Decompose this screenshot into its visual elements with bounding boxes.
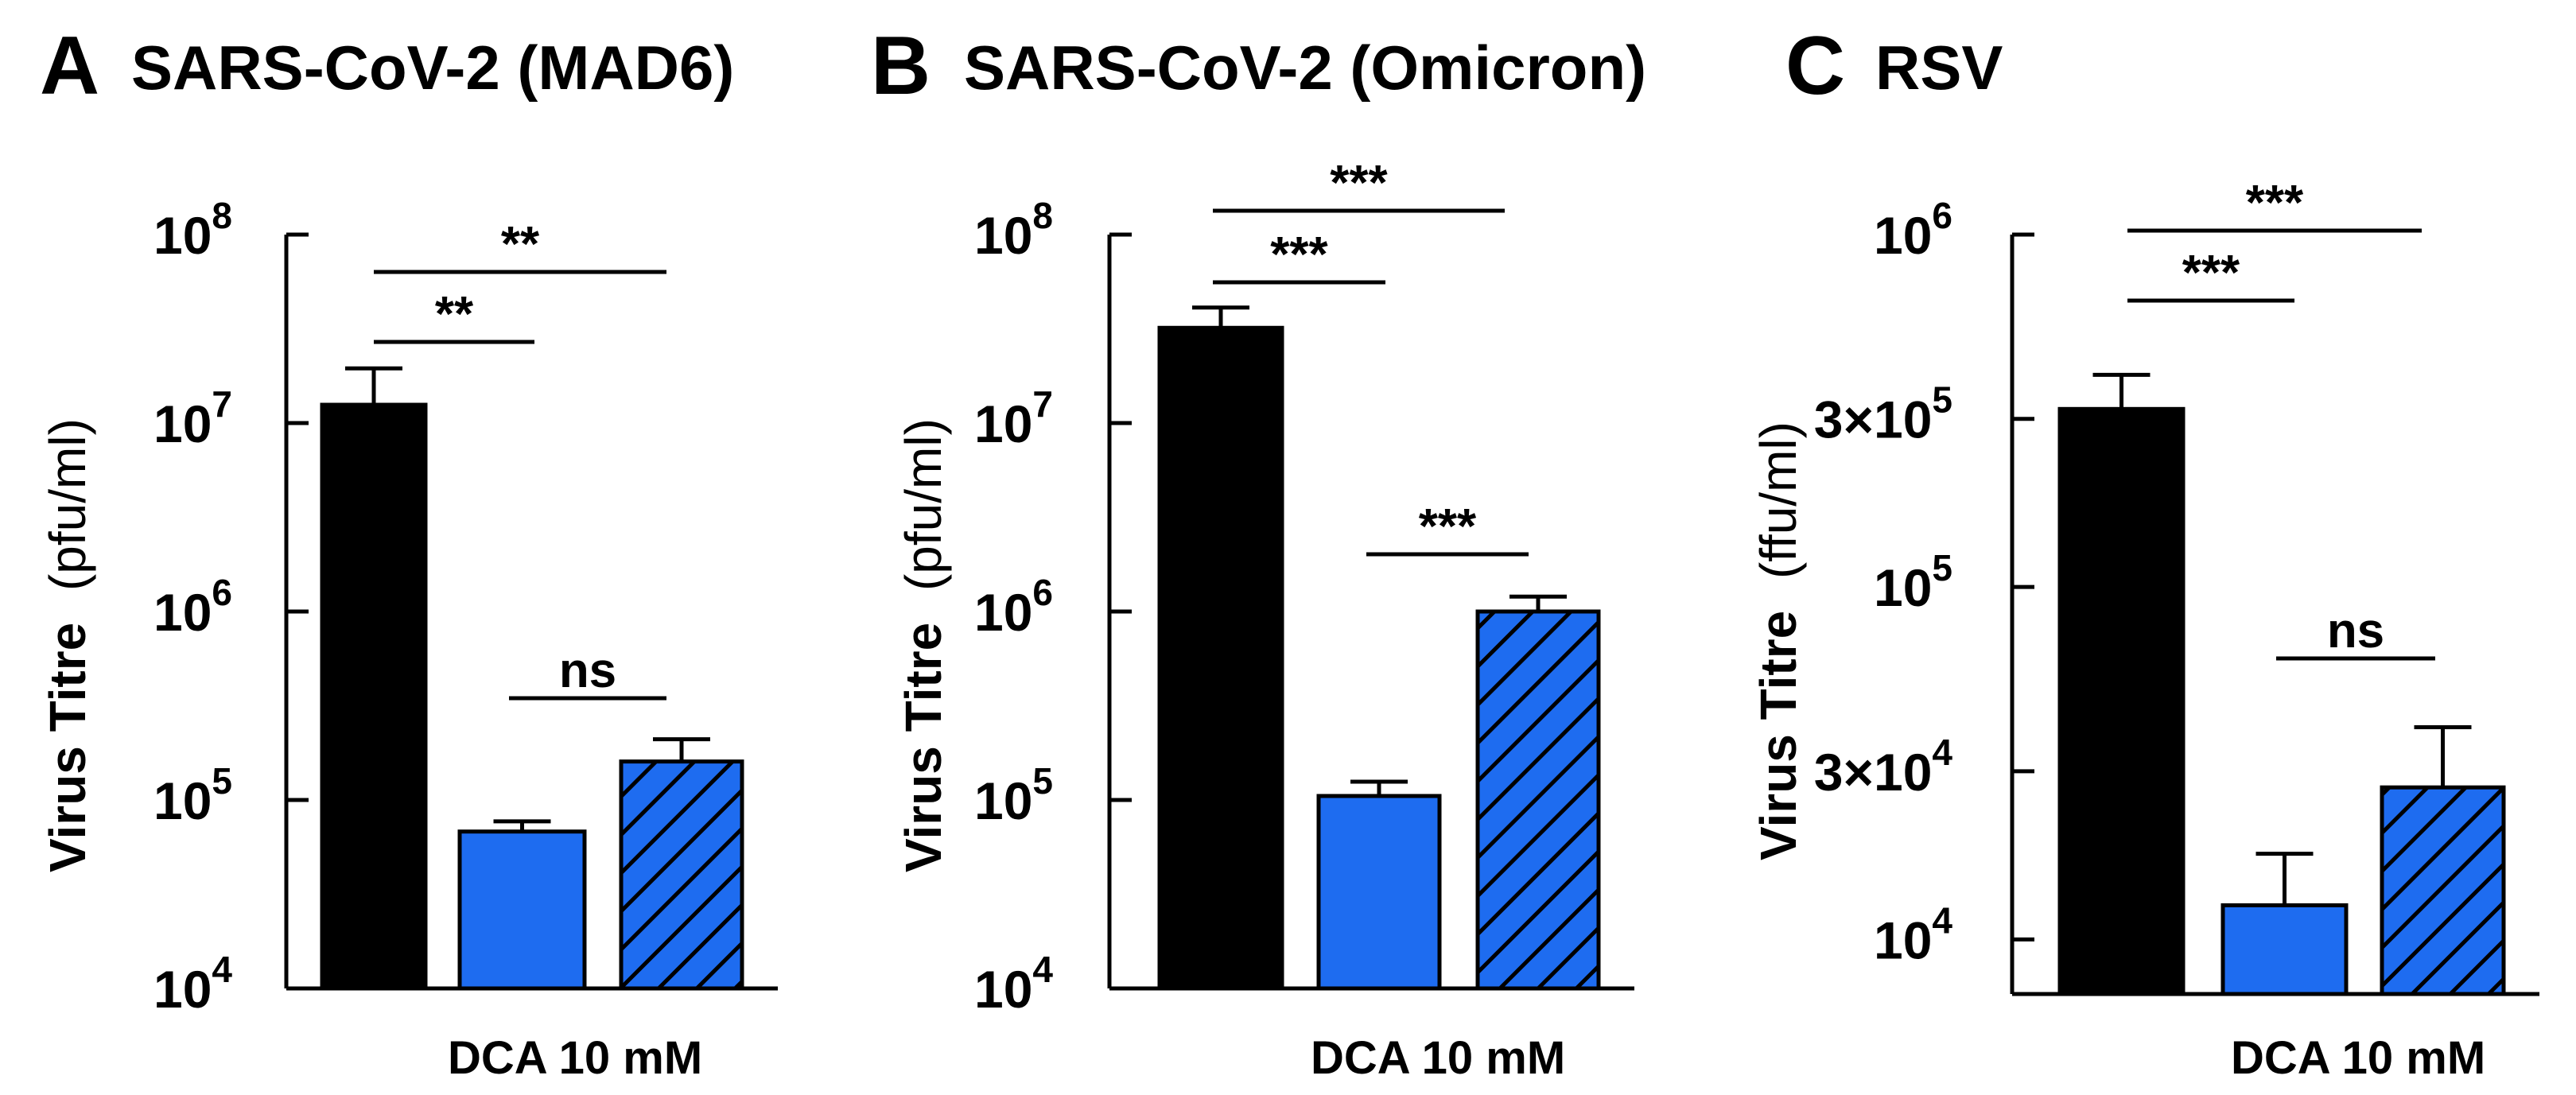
panel-a-y-tick-label: 104 <box>153 949 232 1019</box>
panel-c-y-tick-base: 10 <box>1874 558 1932 617</box>
panel-b-xlabel: DCA 10 mM <box>1311 1032 1565 1084</box>
panel-a-ylabel: Virus Titre (pfu/ml) <box>39 418 96 872</box>
panel-b-ylabel-main: Virus Titre <box>895 623 952 872</box>
panel-c-ylabel: Virus Titre (ffu/ml) <box>1750 421 1807 860</box>
panel-b-y-tick-label: 108 <box>974 195 1053 265</box>
panel-b-y-tick-label: 107 <box>974 383 1053 453</box>
panel-b-ylabel-unit: (pfu/ml) <box>895 418 952 591</box>
panel-b-letter: B <box>871 20 931 112</box>
panel-c-sig-label-3: ns <box>2327 604 2384 658</box>
panel-b-y-tick-exp: 8 <box>1032 195 1053 236</box>
panel-a-xlabel: DCA 10 mM <box>448 1032 702 1084</box>
panel-a-y-tick-base: 10 <box>153 960 212 1019</box>
panel-c-title: RSV <box>1875 33 2003 103</box>
panel-a-sig-label-3: ns <box>559 643 616 698</box>
panel-b-sig-label-1: *** <box>1270 227 1328 282</box>
panel-b-bar-3 <box>1475 609 1601 991</box>
panel-c-y-tick-exp: 6 <box>1932 195 1952 236</box>
panel-c-y-tick-label: 104 <box>1874 899 1952 969</box>
panel-a-sig-label-2: ** <box>501 217 540 272</box>
panel-c-y-tick-base: 3×10 <box>1814 743 1933 802</box>
panel-a-y-tick-exp: 7 <box>212 383 232 425</box>
panel-a-y-tick-base: 10 <box>153 771 212 830</box>
panel-b-y-tick-exp: 5 <box>1032 760 1053 802</box>
panel-c-xlabel: DCA 10 mM <box>2231 1032 2485 1084</box>
panel-a-y-tick-exp: 4 <box>212 949 232 990</box>
panel-b-bar-2 <box>1316 794 1442 991</box>
panel-a: A SARS-CoV-2 (MAD6) Virus Titre (pfu/ml)… <box>39 20 734 1084</box>
panel-a-y-tick-label: 106 <box>153 572 232 642</box>
panel-b-y-tick-base: 10 <box>974 583 1032 642</box>
panel-b-y-tick-base: 10 <box>974 394 1032 453</box>
panel-c-y-tick-label: 3×104 <box>1814 732 1953 802</box>
panel-b-ylabel: Virus Titre (pfu/ml) <box>895 418 952 872</box>
panel-a-y-tick-exp: 5 <box>212 760 232 802</box>
panel-a-y-tick-base: 10 <box>153 583 212 642</box>
panel-c-bar-1 <box>2057 406 2186 996</box>
panel-b-y-tick-exp: 4 <box>1032 949 1053 990</box>
panel-c-y-tick-base: 3×10 <box>1814 390 1933 449</box>
panel-a-sig-label-1: ** <box>435 287 474 342</box>
panel-c-y-tick-label: 3×105 <box>1814 379 1952 449</box>
panel-a-y-tick-label: 108 <box>153 195 232 265</box>
panel-b-y-tick-base: 10 <box>974 960 1032 1019</box>
panel-c-y-tick-base: 10 <box>1874 911 1932 969</box>
panel-a-y-tick-base: 10 <box>153 206 212 265</box>
panel-b-y-tick-label: 106 <box>974 572 1053 642</box>
chart-marks: 104105106107108****ns104105106107108****… <box>153 156 2539 1019</box>
panel-b-title: SARS-CoV-2 (Omicron) <box>964 33 1646 103</box>
panel-a-bar-3 <box>619 759 744 991</box>
panel-b-bar-1 <box>1157 325 1284 991</box>
panel-c-y-tick-exp: 4 <box>1932 899 1952 941</box>
panel-a-ylabel-main: Virus Titre <box>39 623 96 872</box>
panel-c-sig-label-2: *** <box>2246 176 2304 231</box>
panel-a-y-tick-base: 10 <box>153 394 212 453</box>
panel-b-y-tick-label: 104 <box>974 949 1053 1019</box>
panel-a-bar-2 <box>457 829 587 991</box>
panel-b-y-tick-exp: 7 <box>1032 383 1053 425</box>
panel-c-letter: C <box>1785 20 1845 112</box>
panel-b-y-tick-exp: 6 <box>1032 572 1053 613</box>
panel-c-y-tick-label: 106 <box>1874 195 1952 265</box>
panel-c-y-tick-exp: 5 <box>1932 547 1952 588</box>
panel-a-bar-1 <box>320 402 428 991</box>
panel-c: C RSV Virus Titre (ffu/ml) DCA 10 mM <box>1750 20 2485 1084</box>
panel-a-ylabel-unit: (pfu/ml) <box>39 418 96 591</box>
panel-a-y-tick-label: 107 <box>153 383 232 453</box>
panel-c-ylabel-main: Virus Titre <box>1750 611 1807 860</box>
panel-a-letter: A <box>40 20 99 112</box>
panel-a-y-tick-exp: 6 <box>212 572 232 613</box>
panel-c-y-tick-base: 10 <box>1874 206 1932 265</box>
panel-c-y-tick-exp: 4 <box>1932 732 1952 773</box>
panel-c-ylabel-unit: (ffu/ml) <box>1750 421 1807 579</box>
panel-b-y-tick-base: 10 <box>974 771 1032 830</box>
panel-a-y-tick-exp: 8 <box>212 195 232 236</box>
panel-b-y-tick-label: 105 <box>974 760 1053 830</box>
panel-a-y-tick-label: 105 <box>153 760 232 830</box>
panel-c-y-tick-label: 105 <box>1874 547 1952 617</box>
panel-b: B SARS-CoV-2 (Omicron) Virus Titre (pfu/… <box>871 20 1646 1084</box>
panel-a-title: SARS-CoV-2 (MAD6) <box>131 33 734 103</box>
panel-b-y-tick-base: 10 <box>974 206 1032 265</box>
panel-c-sig-label-1: *** <box>2182 246 2240 301</box>
panel-c-y-tick-exp: 5 <box>1932 379 1952 421</box>
panel-b-sig-label-3: *** <box>1419 499 1477 554</box>
panel-b-sig-label-2: *** <box>1330 156 1388 211</box>
panel-c-bar-3 <box>2380 785 2506 996</box>
panel-c-bar-2 <box>2220 903 2349 996</box>
